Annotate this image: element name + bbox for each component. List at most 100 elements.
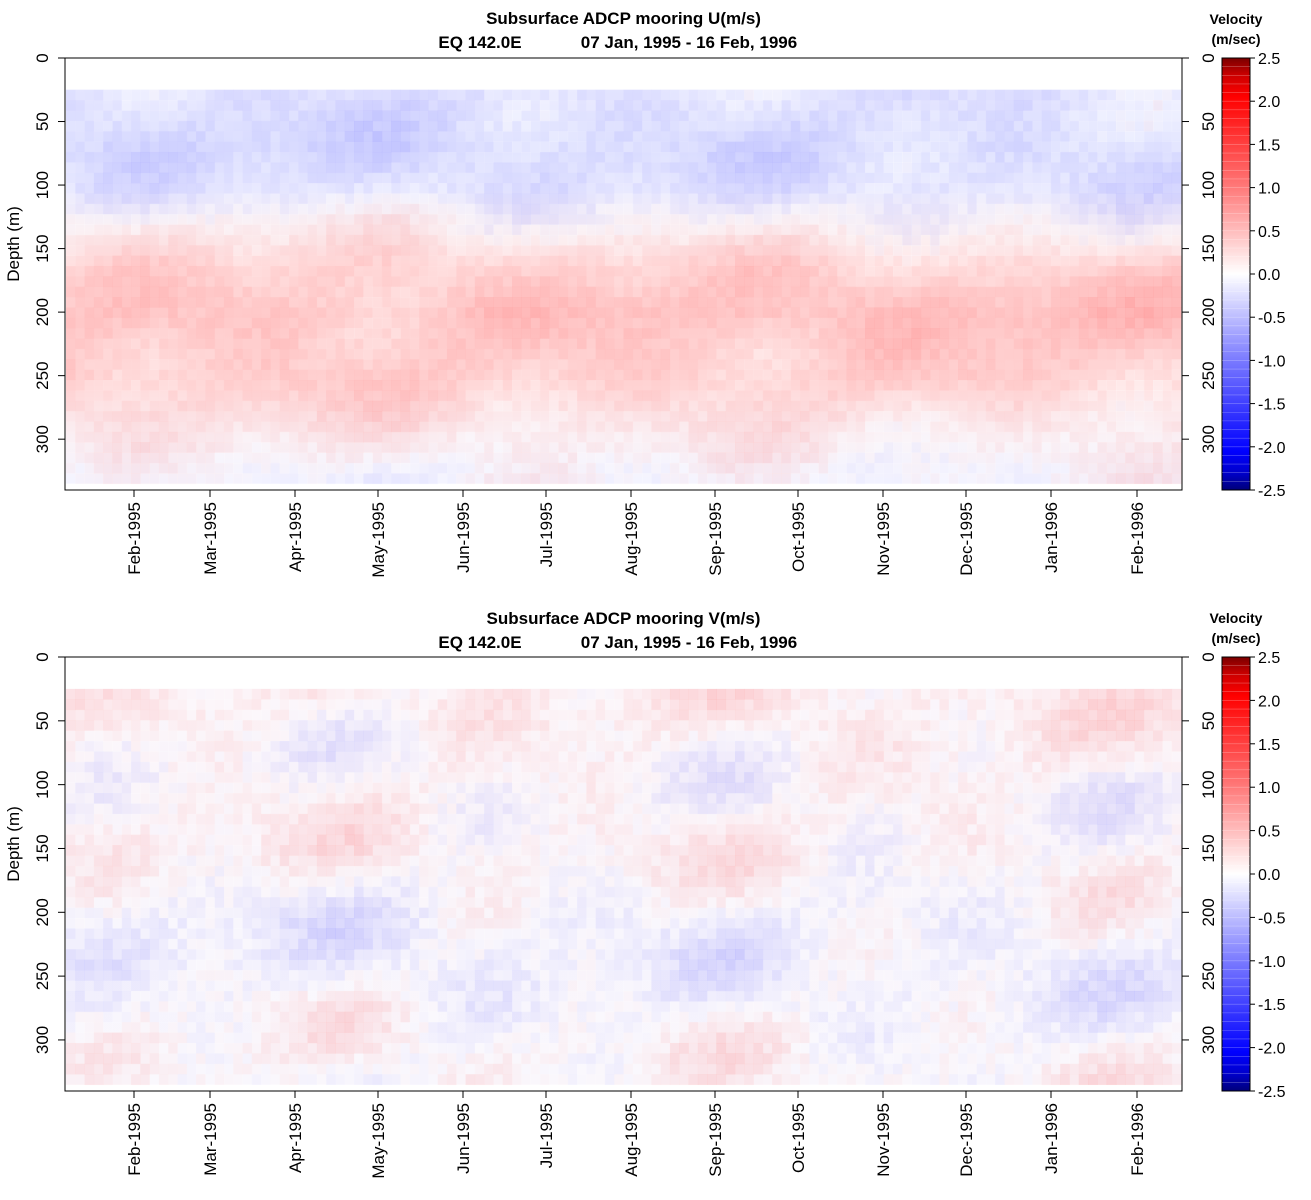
- heatmap-cell: [93, 307, 104, 319]
- heatmap-cell: [930, 473, 940, 485]
- heatmap-cell: [855, 203, 866, 215]
- heatmap-cell: [753, 245, 764, 257]
- heatmap-cell: [75, 876, 85, 888]
- heatmap-cell: [75, 709, 85, 721]
- heatmap-cell: [632, 286, 643, 298]
- heatmap-cell: [214, 120, 225, 132]
- heatmap-cell: [493, 452, 504, 464]
- heatmap-cell: [502, 369, 513, 381]
- heatmap-cell: [753, 255, 764, 267]
- heatmap-cell: [168, 162, 178, 174]
- heatmap-cell: [223, 265, 234, 277]
- heatmap-cell: [242, 183, 253, 194]
- heatmap-cell: [242, 89, 253, 101]
- heatmap-cell: [874, 203, 885, 215]
- heatmap-cell: [669, 317, 680, 329]
- heatmap-cell: [577, 379, 587, 391]
- heatmap-cell: [84, 959, 95, 971]
- heatmap-cell: [521, 452, 531, 464]
- heatmap-cell: [818, 100, 829, 111]
- heatmap-cell: [558, 151, 569, 163]
- heatmap-cell: [372, 411, 383, 422]
- heatmap-cell: [186, 110, 197, 122]
- heatmap-cell: [539, 359, 550, 371]
- heatmap-cell: [790, 390, 801, 402]
- heatmap-cell: [363, 131, 374, 142]
- heatmap-cell: [939, 421, 950, 433]
- heatmap-cell: [196, 338, 206, 350]
- heatmap-cell: [502, 110, 513, 122]
- heatmap-cell: [976, 369, 987, 381]
- heatmap-cell: [958, 369, 968, 381]
- heatmap-cell: [131, 897, 141, 908]
- heatmap-cell: [688, 473, 699, 485]
- y-tick-label-left: 0: [33, 53, 52, 62]
- heatmap-cell: [428, 307, 439, 319]
- heatmap-cell: [1162, 193, 1173, 205]
- heatmap-cell: [772, 390, 782, 402]
- heatmap-cell: [409, 286, 420, 298]
- x-tick-label: Jun-1995: [454, 502, 473, 573]
- heatmap-cell: [1004, 431, 1015, 443]
- heatmap-cell: [1004, 307, 1015, 319]
- heatmap-cell: [316, 110, 327, 122]
- heatmap-cell: [660, 183, 671, 194]
- heatmap-cell: [604, 141, 615, 153]
- heatmap-cell: [168, 421, 178, 433]
- heatmap-cell: [1162, 265, 1173, 277]
- heatmap-cell: [279, 431, 290, 443]
- heatmap-cell: [930, 297, 940, 308]
- heatmap-cell: [809, 348, 820, 360]
- heatmap-cell: [270, 369, 281, 381]
- heatmap-cell: [1088, 151, 1098, 163]
- heatmap-cell: [205, 411, 216, 422]
- heatmap-cell: [911, 100, 922, 111]
- heatmap-cell: [549, 400, 559, 412]
- heatmap-cell: [930, 110, 940, 122]
- heatmap-cell: [465, 276, 476, 288]
- heatmap-cell: [995, 317, 1005, 329]
- heatmap-cell: [344, 193, 355, 205]
- heatmap-cell: [567, 100, 578, 111]
- heatmap-cell: [75, 730, 85, 742]
- heatmap-cell: [84, 214, 95, 225]
- heatmap-cell: [298, 421, 308, 433]
- heatmap-cell: [344, 369, 355, 381]
- heatmap-cell: [121, 865, 132, 877]
- heatmap-cell: [1078, 89, 1089, 101]
- heatmap-cell: [75, 462, 85, 474]
- heatmap-cell: [539, 172, 550, 184]
- heatmap-cell: [688, 328, 699, 339]
- heatmap-cell: [976, 162, 987, 174]
- heatmap-cell: [131, 886, 141, 898]
- heatmap-cell: [995, 224, 1005, 236]
- heatmap-cell: [307, 317, 318, 329]
- heatmap-cell: [131, 400, 141, 412]
- heatmap-cell: [827, 89, 838, 101]
- heatmap-cell: [1078, 379, 1089, 391]
- heatmap-cell: [716, 411, 727, 422]
- heatmap-cell: [372, 100, 383, 111]
- heatmap-cell: [967, 411, 977, 422]
- heatmap-cell: [632, 421, 643, 433]
- heatmap-cell: [604, 317, 615, 329]
- heatmap-cell: [744, 162, 754, 174]
- heatmap-cell: [493, 214, 504, 225]
- heatmap-cell: [930, 317, 940, 329]
- heatmap-cell: [512, 286, 522, 298]
- heatmap-cell: [298, 338, 308, 350]
- heatmap-cell: [679, 120, 689, 132]
- heatmap-cell: [93, 855, 104, 867]
- heatmap-cell: [242, 276, 253, 288]
- heatmap-cell: [716, 473, 727, 485]
- heatmap-cell: [818, 452, 829, 464]
- heatmap-cell: [270, 452, 281, 464]
- heatmap-cell: [103, 203, 113, 215]
- heatmap-cell: [883, 255, 894, 267]
- heatmap-cell: [827, 411, 838, 422]
- heatmap-cell: [967, 100, 977, 111]
- heatmap-cell: [577, 431, 587, 443]
- heatmap-cell: [995, 411, 1005, 422]
- heatmap-cell: [967, 141, 977, 153]
- heatmap-cell: [846, 234, 857, 246]
